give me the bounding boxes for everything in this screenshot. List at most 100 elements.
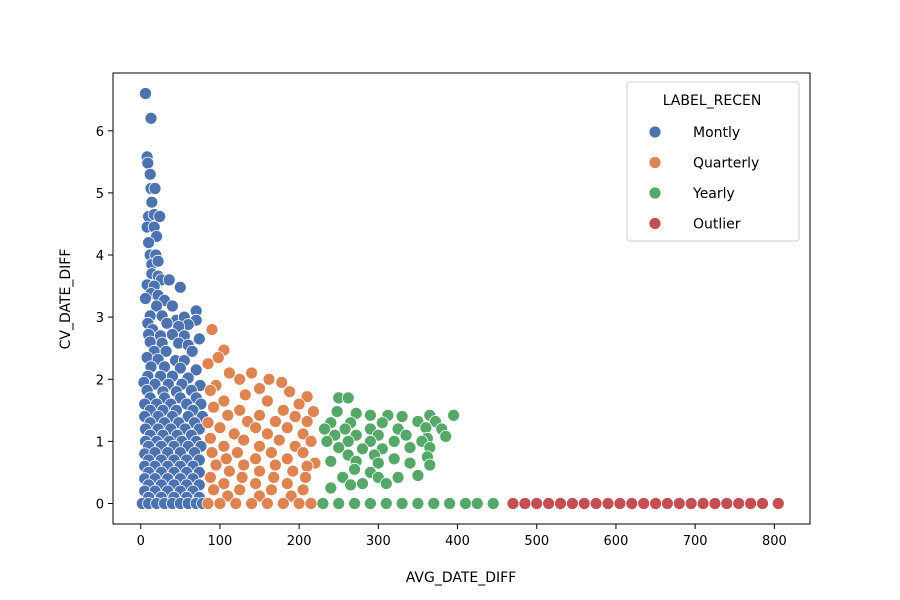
data-point-yearly-65 — [470, 497, 484, 510]
data-point-quarterly-73 — [229, 497, 243, 510]
x-tick-label-0: 0 — [137, 534, 145, 549]
y-tick-label-1: 1 — [96, 435, 104, 450]
data-point-yearly-27 — [341, 434, 355, 448]
data-point-quarterly-64 — [207, 483, 221, 497]
data-point-outlier-9 — [613, 497, 627, 510]
data-point-outlier-5 — [566, 497, 579, 510]
data-point-montly-62 — [189, 363, 203, 377]
data-point-quarterly-20 — [276, 403, 290, 417]
x-tick-label-200: 200 — [287, 534, 312, 549]
data-point-quarterly-71 — [201, 497, 215, 510]
data-point-quarterly-3 — [201, 357, 215, 371]
data-point-outlier-3 — [542, 497, 555, 510]
data-point-outlier-22 — [771, 497, 785, 510]
data-point-yearly-1 — [341, 391, 355, 405]
data-point-yearly-32 — [356, 442, 369, 456]
data-point-yearly-14 — [318, 422, 331, 436]
data-point-quarterly-52 — [268, 458, 282, 472]
data-point-quarterly-60 — [299, 470, 312, 484]
data-point-outlier-13 — [661, 497, 674, 510]
data-point-yearly-56 — [332, 497, 346, 510]
data-point-quarterly-77 — [292, 497, 306, 510]
data-point-quarterly-34 — [296, 427, 310, 441]
y-tick-label-0: 0 — [96, 498, 104, 513]
plot-frame — [112, 72, 811, 525]
data-point-quarterly-31 — [280, 421, 294, 435]
data-point-quarterly-24 — [288, 410, 302, 423]
data-point-montly-6 — [148, 182, 162, 195]
data-point-montly-22 — [162, 273, 176, 287]
data-point-outlier-10 — [625, 497, 639, 510]
legend-label-yearly: Yearly — [692, 186, 735, 202]
y-tick-label-3: 3 — [96, 311, 104, 326]
data-point-outlier-0 — [506, 497, 520, 510]
data-point-quarterly-53 — [300, 459, 314, 473]
data-point-yearly-52 — [379, 477, 393, 491]
data-point-quarterly-39 — [217, 439, 231, 453]
legend-items: Montly Quarterly Yearly Outlier — [648, 125, 759, 233]
legend-marker-montly — [648, 125, 662, 139]
data-point-montly-0 — [139, 87, 152, 100]
data-point-yearly-57 — [348, 497, 362, 510]
data-point-quarterly-28 — [300, 415, 314, 428]
data-point-quarterly-16 — [260, 394, 274, 408]
data-point-quarterly-35 — [203, 431, 217, 445]
legend-label-montly: Montly — [693, 125, 740, 141]
data-point-quarterly-8 — [275, 375, 289, 389]
data-point-quarterly-59 — [267, 470, 281, 484]
data-point-quarterly-65 — [233, 483, 247, 497]
data-point-outlier-14 — [672, 497, 686, 510]
data-point-yearly-51 — [356, 477, 369, 491]
data-point-montly-61 — [173, 361, 187, 375]
data-point-quarterly-37 — [272, 433, 286, 447]
data-point-montly-53 — [159, 344, 173, 358]
x-tick-label-300: 300 — [366, 534, 391, 549]
data-point-outlier-12 — [649, 497, 662, 510]
data-point-quarterly-27 — [268, 415, 282, 428]
data-point-quarterly-70 — [284, 489, 298, 503]
data-point-quarterly-43 — [230, 446, 244, 460]
data-point-outlier-4 — [554, 497, 567, 510]
legend: LABEL_RECEN Montly Quarterly Yearly Outlier — [626, 81, 800, 242]
data-point-montly-10 — [153, 210, 167, 223]
data-point-yearly-66 — [486, 497, 500, 510]
data-point-quarterly-75 — [260, 497, 274, 510]
data-point-quarterly-54 — [222, 464, 236, 478]
data-point-outlier-8 — [601, 497, 615, 510]
data-point-montly-30 — [150, 299, 164, 313]
x-tick-label-100: 100 — [208, 534, 233, 549]
data-point-montly-7 — [145, 195, 159, 209]
data-point-quarterly-15 — [217, 394, 231, 408]
data-point-montly-31 — [165, 299, 179, 313]
data-point-quarterly-40 — [253, 439, 266, 453]
data-point-quarterly-7 — [262, 372, 276, 386]
data-point-quarterly-22 — [221, 408, 235, 422]
data-point-quarterly-72 — [213, 497, 227, 510]
x-tick-label-500: 500 — [524, 534, 549, 549]
x-axis: 0 100 200 300 400 500 600 700 800 — [137, 524, 787, 549]
data-point-yearly-29 — [387, 434, 401, 448]
data-point-quarterly-30 — [249, 421, 263, 435]
data-point-quarterly-23 — [253, 408, 266, 422]
data-point-quarterly-0 — [205, 323, 219, 337]
data-point-quarterly-42 — [205, 446, 219, 460]
data-point-yearly-31 — [332, 441, 346, 455]
data-point-quarterly-76 — [276, 497, 290, 510]
legend-title: LABEL_RECEN — [663, 93, 762, 109]
data-point-yearly-60 — [395, 497, 409, 510]
data-point-outlier-11 — [637, 497, 651, 510]
data-point-yearly-43 — [403, 456, 417, 470]
data-point-quarterly-17 — [292, 397, 306, 411]
data-point-yearly-18 — [419, 421, 433, 435]
data-point-outlier-15 — [684, 497, 698, 510]
data-point-quarterly-61 — [217, 477, 231, 491]
data-point-yearly-45 — [348, 462, 362, 476]
data-point-quarterly-12 — [203, 383, 217, 397]
data-point-quarterly-66 — [264, 483, 278, 497]
data-point-montly-28 — [139, 292, 152, 305]
data-point-yearly-3 — [349, 406, 363, 420]
data-point-quarterly-47 — [249, 452, 263, 466]
data-point-yearly-50 — [411, 469, 425, 482]
points-layer — [135, 87, 785, 510]
data-point-yearly-2 — [330, 405, 344, 419]
